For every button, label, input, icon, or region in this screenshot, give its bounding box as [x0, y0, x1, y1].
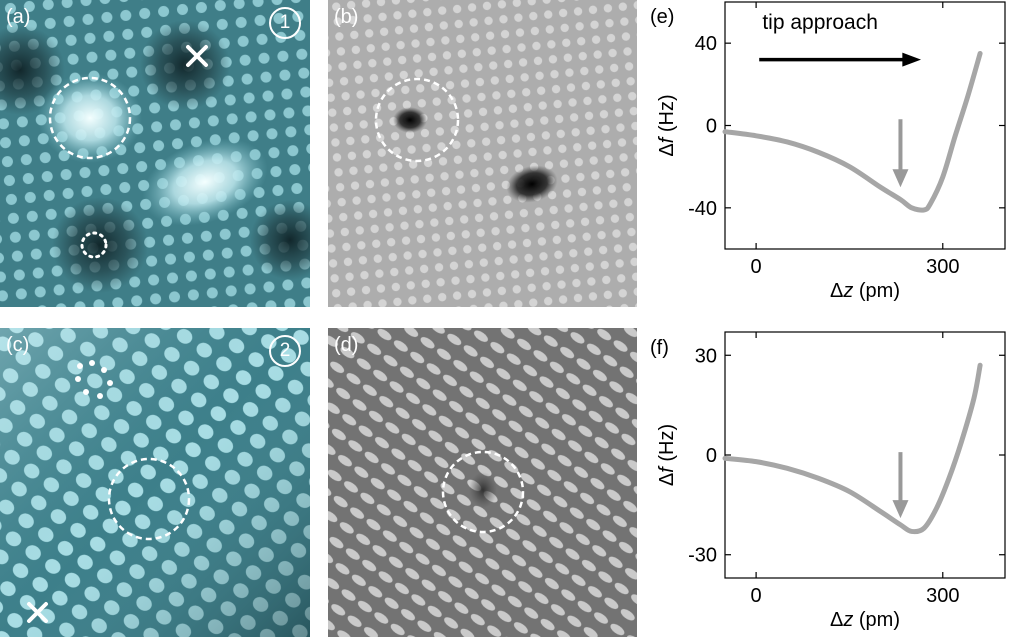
df-vs-dz-chart-f: 0 300 -30 0 30 Δz (pm) Δf (Hz): [656, 331, 1006, 631]
afm-image-b-graphic: [328, 0, 637, 307]
stm-image-a-graphic: [0, 0, 310, 307]
x-axis-label: Δz (pm): [830, 609, 900, 631]
dashed-circle: [48, 76, 132, 160]
minimum-marker-arrow: [892, 452, 909, 519]
cross-marker: [27, 602, 48, 623]
y-tick-label: 30: [695, 345, 717, 367]
tip-approach-label: tip approach: [762, 11, 878, 34]
afm-image-b: (b): [328, 0, 637, 307]
x-tick-label: 300: [926, 256, 959, 278]
y-tick-label: -40: [688, 198, 717, 220]
minimum-marker-arrow: [892, 119, 909, 188]
x-tick-label: 300: [926, 585, 959, 607]
site-badge-1: 1: [269, 7, 301, 39]
x-tick-label: 0: [751, 256, 762, 278]
site-badge-2: 2: [269, 335, 301, 367]
series-line-0: [722, 50, 983, 213]
x-tick-label: 0: [751, 585, 762, 607]
dashed-circle: [441, 450, 525, 534]
stm-image-c: (c) 2: [0, 328, 310, 637]
afm-image-d: (d): [328, 328, 637, 637]
dashed-circle: [374, 77, 460, 163]
dotted-circle: [80, 231, 108, 259]
cross-marker: [186, 45, 208, 67]
dot-ring-marker: [75, 360, 113, 399]
afm-image-d-graphic: [328, 328, 637, 637]
stm-image-c-graphic: [0, 328, 310, 637]
series-line-0: [722, 362, 983, 535]
dashed-circle: [107, 457, 191, 541]
y-tick-label: -30: [688, 545, 717, 567]
plot-frame: [724, 1, 1006, 250]
df-vs-dz-chart-e: 0 300 -40 0 40 Δz (pm) Δf (Hz) tip approach: [656, 1, 1006, 302]
stm-image-a: (a) 1: [0, 0, 310, 307]
tip-approach-arrow: [759, 52, 921, 67]
plot-frame: [724, 331, 1006, 579]
y-tick-label: 0: [706, 445, 717, 467]
y-tick-label: 0: [706, 116, 717, 138]
x-axis-label: Δz (pm): [830, 280, 900, 302]
y-axis-label: Δf (Hz): [656, 94, 678, 156]
y-tick-label: 40: [695, 33, 717, 55]
y-axis-label: Δf (Hz): [656, 424, 678, 486]
